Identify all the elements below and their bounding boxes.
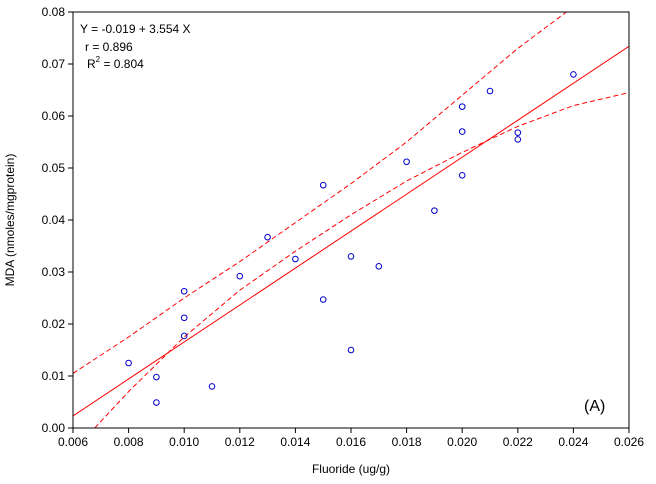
data-point [486,87,494,95]
data-point [375,262,383,270]
data-point [153,373,160,381]
confidence-band-upper [73,12,568,374]
data-point [570,71,577,78]
x-tick-label: 0.014 [280,435,310,449]
data-point [264,233,271,241]
y-tick-label: 0.03 [42,265,66,279]
x-tick-label: 0.022 [503,435,533,449]
y-tick-label: 0.04 [42,213,66,227]
data-point [403,158,410,166]
data-point [514,129,522,136]
y-tick-label: 0.05 [42,161,66,175]
x-tick-label: 0.020 [447,435,477,449]
y-tick-label: 0.08 [42,5,66,19]
plot-frame [72,11,630,429]
data-point [180,314,188,322]
data-point [431,207,438,214]
data-point [458,103,466,110]
data-point [319,181,327,189]
data-point [347,346,355,354]
r-squared-value: = 0.804 [100,57,144,71]
data-point [319,296,327,303]
r-squared-superscript: 2 [96,55,101,64]
x-tick-label: 0.024 [558,435,588,449]
data-point [153,399,160,406]
x-tick-label: 0.010 [169,435,199,449]
data-point [514,136,522,143]
y-tick-label: 0.07 [42,57,66,71]
data-point [458,128,466,135]
data-point [208,383,216,390]
data-point [292,255,299,263]
axis-ticks-layer: 0.006 0.008 0.010 0.012 0.014 0.016 0.018 0.020… [42,5,645,449]
data-point [125,359,132,367]
data-point [180,287,188,295]
data-point [458,171,466,179]
y-tick-label: 0.06 [42,109,66,123]
x-tick-label: 0.012 [225,435,255,449]
data-point [180,332,188,340]
confidence-band-lower [94,92,629,428]
y-tick-label: 0.00 [42,421,66,435]
x-tick-label: 0.016 [336,435,366,449]
y-tick-label: 0.02 [42,317,66,331]
r-squared-letter: R [87,57,96,71]
x-tick-label: 0.008 [114,435,144,449]
r-squared: R2 = 0.804 [87,55,144,71]
y-axis-title: MDA (nmoles/mgprotein) [3,154,17,287]
regression-equation: Y = -0.019 + 3.554 X [80,22,191,36]
correlation-r: r = 0.896 [85,40,133,54]
x-axis-title: Fluoride (ug/g) [312,462,390,476]
x-tick-label: 0.006 [58,435,88,449]
y-tick-label: 0.01 [42,369,66,383]
data-point [236,272,244,280]
x-tick-label: 0.018 [392,435,422,449]
data-point [347,253,355,260]
data-points-layer [125,71,577,406]
x-tick-label: 0.026 [614,435,644,449]
fit-lines-layer [73,12,629,428]
regression-line [73,45,629,417]
panel-label: (A) [584,398,605,415]
